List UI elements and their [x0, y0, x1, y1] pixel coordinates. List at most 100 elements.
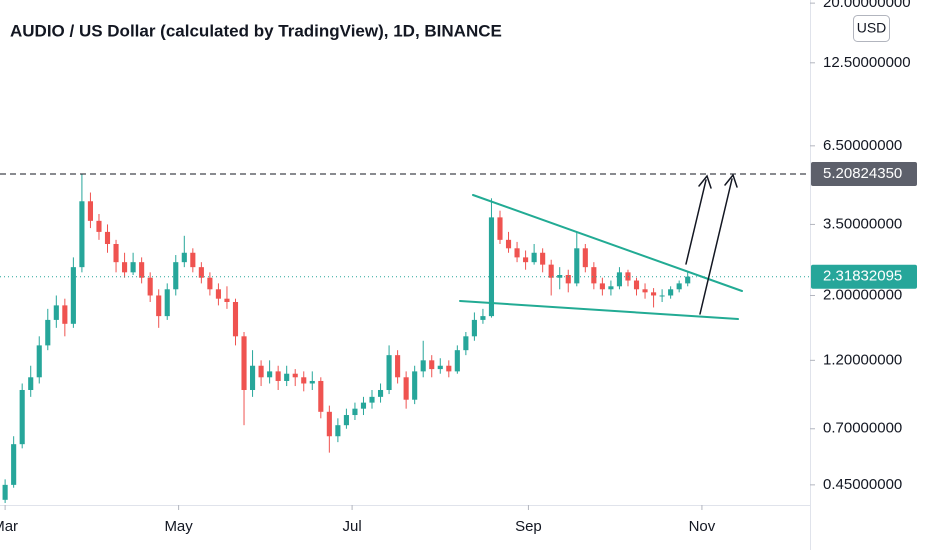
candle-body: [292, 373, 298, 378]
candle-body: [523, 257, 529, 263]
candle-body: [275, 371, 281, 381]
candle-body: [96, 220, 102, 232]
x-tick-label: Nov: [689, 518, 716, 535]
candle-body: [181, 252, 187, 263]
candle-body: [668, 289, 674, 296]
candle-body: [608, 286, 614, 290]
candle-body: [437, 365, 443, 370]
x-tick-label: Jul: [343, 518, 362, 535]
x-tick-label: Mar: [0, 518, 18, 535]
price-label: 5.20824350: [823, 165, 902, 182]
candle-body: [198, 267, 204, 278]
candle-body: [122, 262, 128, 273]
candle-body: [62, 305, 68, 324]
currency-label[interactable]: USD: [857, 20, 887, 36]
candle-body: [301, 377, 307, 384]
candle-body: [625, 272, 631, 281]
price-label-box: [811, 161, 917, 186]
candle-body: [28, 377, 34, 390]
candle-body: [352, 408, 358, 416]
candle-body: [480, 316, 486, 320]
y-tick-label: 12.50000000: [823, 54, 911, 71]
candle-body: [104, 231, 111, 244]
candle-body: [53, 305, 59, 320]
candle-body: [446, 365, 452, 372]
candle-body: [207, 277, 213, 290]
candle-body: [267, 371, 273, 378]
candle-body: [557, 275, 563, 278]
candle-body: [531, 252, 537, 263]
candle-body: [395, 355, 401, 378]
candle-body: [173, 262, 179, 290]
candle-body: [403, 377, 409, 400]
arrow-head: [698, 174, 712, 189]
candle-body: [651, 292, 657, 296]
plot-area: [0, 173, 810, 504]
candle-body: [642, 289, 648, 293]
candle-body: [497, 217, 503, 240]
candle-body: [540, 252, 546, 265]
candle-body: [360, 402, 367, 409]
candle-body: [591, 267, 597, 284]
candle-body: [79, 201, 85, 268]
x-tick-label: Sep: [515, 518, 542, 535]
candle-body: [616, 272, 623, 287]
candle-body: [582, 248, 588, 268]
arrow: [699, 178, 733, 315]
candle-body: [659, 295, 665, 297]
candle-body: [574, 248, 580, 284]
candle-body: [326, 411, 332, 437]
candle-body: [284, 373, 290, 381]
candle-body: [335, 425, 341, 437]
candle-body: [505, 239, 512, 249]
candle-body: [190, 252, 196, 268]
candle-body: [369, 396, 375, 403]
y-tick-label: 3.50000000: [823, 215, 902, 232]
candle-body: [343, 415, 349, 426]
candle-body: [420, 360, 426, 372]
trend-line: [472, 194, 743, 292]
candle-body: [232, 301, 239, 337]
candle-body: [309, 380, 315, 384]
y-tick-label: 2.00000000: [823, 286, 902, 303]
chart-title: AUDIO / US Dollar (calculated by Trading…: [10, 21, 502, 40]
candle-body: [130, 262, 136, 273]
candle-body: [471, 319, 477, 337]
candle-body: [565, 275, 571, 284]
candle-body: [45, 319, 51, 346]
y-tick-label: 0.45000000: [823, 476, 902, 493]
candle-body: [224, 298, 230, 302]
candle-body: [87, 201, 94, 221]
candle-body: [70, 267, 76, 324]
candle-body: [2, 484, 8, 500]
candle-body: [454, 350, 460, 372]
trend-line: [459, 300, 739, 320]
candle-body: [249, 365, 256, 390]
candle-body: [548, 264, 554, 278]
y-tick-label: 6.50000000: [823, 137, 902, 154]
axes: 0.45000000 0.70000000 1.20000000 2.00000000…: [0, 0, 917, 535]
candle-body: [463, 336, 469, 351]
candle-body: [386, 355, 392, 390]
currency-button[interactable]: [853, 15, 890, 42]
candle-body: [676, 283, 682, 290]
x-tick-label: May: [164, 518, 193, 535]
candle-body: [488, 217, 495, 317]
arrow: [685, 179, 707, 265]
drawings: [459, 173, 743, 320]
y-tick-label: 1.20000000: [823, 351, 902, 368]
y-tick-label: 0.70000000: [823, 420, 902, 437]
y-tick-label: 20.00000000: [823, 0, 911, 11]
candle-body: [19, 389, 25, 445]
candle-body: [164, 289, 170, 317]
candle-body: [258, 365, 264, 378]
candle-body: [429, 360, 435, 370]
candle-body: [685, 276, 691, 284]
candle-body: [11, 444, 17, 485]
candle-body: [412, 371, 418, 400]
candle-body: [377, 389, 384, 397]
candle-body: [36, 345, 42, 378]
candle-body: [215, 289, 221, 299]
